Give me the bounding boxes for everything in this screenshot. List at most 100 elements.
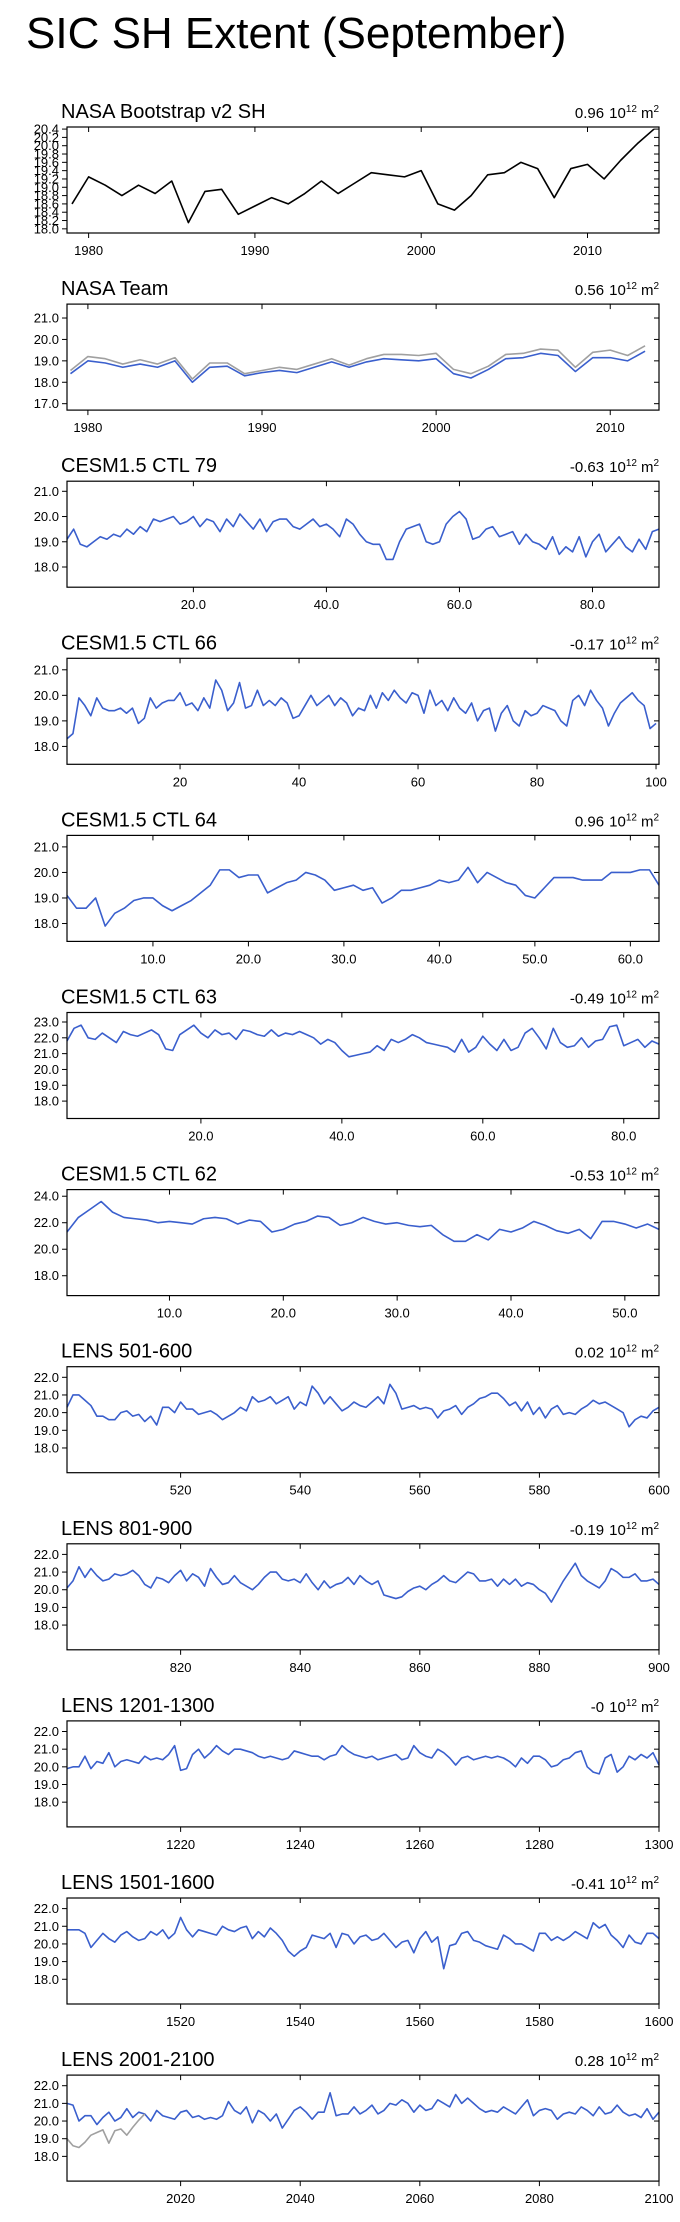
series-line (71, 128, 655, 224)
series-line (66, 510, 660, 561)
x-tick-label: 2040 (286, 2191, 315, 2206)
x-tick-label: 20.0 (271, 1306, 296, 1321)
trend-annotation: 0.28 1012 m2 (575, 2052, 660, 2070)
x-tick-label: 1540 (286, 2014, 315, 2029)
plot-frame (66, 1720, 660, 1828)
x-tick-label: 1990 (248, 420, 277, 435)
trend-annotation: 0.96 1012 m2 (575, 812, 660, 830)
panel: CESM1.5 CTL 66 -0.17 1012 m2 18.0 19.0 20.0 21.… (34, 632, 667, 789)
series-line (66, 2091, 660, 2129)
y-tick-label: 19.0 (34, 1954, 59, 1969)
y-tick-label: 22.0 (34, 1547, 59, 1562)
unit-exponent: 2 (653, 1698, 659, 1709)
plot-frame (66, 834, 660, 943)
panel-title: LENS 1501-1600 (61, 1872, 214, 1894)
series-line (66, 1744, 660, 1775)
unit-base: 10 (609, 1876, 626, 1893)
x-tick-label: 60 (411, 774, 425, 789)
x-tick-label: 2010 (596, 420, 625, 435)
unit: m (641, 813, 654, 830)
series-line (67, 1916, 660, 1970)
panel-title: CESM1.5 CTL 79 (61, 455, 217, 477)
panel-title: LENS 2001-2100 (61, 2049, 214, 2071)
series-line (66, 679, 657, 740)
y-tick-label: 20.0 (34, 509, 59, 524)
y-tick-label: 19.2 (34, 171, 59, 186)
plot-frame (66, 657, 660, 765)
y-tick-label: 20.0 (34, 1582, 59, 1597)
trend-annotation: 0.96 1012 m2 (575, 104, 660, 122)
x-tick-label: 20.0 (188, 1129, 213, 1144)
trend-value: 0.96 (575, 813, 604, 830)
trend-annotation: -0.19 1012 m2 (570, 1521, 660, 1539)
y-tick-label: 19.0 (34, 890, 59, 905)
trend-value: 0.96 (575, 105, 604, 122)
unit-exponent: 2 (653, 104, 659, 115)
y-tick-label: 20.0 (34, 865, 59, 880)
panel-title: CESM1.5 CTL 66 (61, 632, 217, 654)
x-tick-label: 60.0 (447, 597, 472, 612)
y-tick-label: 21.0 (34, 311, 59, 326)
unit: m (641, 2053, 654, 2070)
x-tick-label: 10.0 (140, 951, 165, 966)
y-tick-label: 19.0 (34, 1423, 59, 1438)
plot-frame (66, 1366, 660, 1474)
unit-base: 10 (609, 282, 626, 299)
x-tick-label: 40.0 (329, 1129, 354, 1144)
panel: CESM1.5 CTL 79 -0.63 1012 m2 18.0 19.0 20.0 21.… (34, 455, 660, 612)
panel-title: CESM1.5 CTL 64 (61, 809, 217, 831)
y-tick-label: 18.0 (34, 739, 59, 754)
unit-exponent: 12 (626, 1875, 638, 1886)
y-tick-label: 21.0 (34, 484, 59, 499)
unit-base: 10 (609, 459, 626, 476)
unit-exponent: 12 (626, 1521, 638, 1532)
unit: m (641, 1522, 654, 1539)
x-tick-label: 20.0 (236, 951, 261, 966)
trend-value: -0.49 (570, 991, 604, 1008)
trend-annotation: -0.41 1012 m2 (571, 1875, 659, 1893)
y-tick-label: 18.4 (34, 205, 59, 220)
unit: m (641, 1345, 654, 1362)
unit: m (641, 105, 654, 122)
y-tick-label: 23.0 (34, 1014, 59, 1029)
unit-exponent: 12 (626, 1344, 638, 1355)
series-line (70, 350, 646, 384)
y-tick-label: 20.0 (34, 332, 59, 347)
y-tick-label: 20.4 (34, 122, 59, 137)
x-tick-label: 1520 (166, 2014, 195, 2029)
panel: NASA Team 0.56 1012 m2 17.0 18.0 19.0 20.0 21.0 1… (34, 278, 660, 435)
y-tick-label: 18.0 (34, 916, 59, 931)
y-tick-label: 20.0 (34, 138, 59, 153)
trend-annotation: 0.02 1012 m2 (575, 1344, 660, 1362)
trend-value: -0 (591, 1699, 604, 1716)
y-tick-label: 19.0 (34, 1600, 59, 1615)
trend-value: -0.17 (570, 636, 604, 653)
panel-title: CESM1.5 CTL 62 (61, 1164, 217, 1186)
x-tick-label: 560 (409, 1483, 431, 1498)
y-tick-label: 19.4 (34, 163, 59, 178)
unit-exponent: 2 (653, 990, 659, 1001)
unit-exponent: 12 (626, 458, 638, 469)
series-line (66, 1200, 660, 1243)
x-tick-label: 50.0 (612, 1306, 637, 1321)
plot-frame (66, 126, 660, 234)
panel-title: LENS 801-900 (61, 1518, 192, 1540)
unit: m (641, 459, 654, 476)
x-tick-label: 2010 (573, 243, 602, 258)
x-tick-label: 1990 (240, 243, 269, 258)
y-tick-label: 20.0 (34, 1242, 59, 1257)
panel: LENS 501-600 0.02 1012 m2 18.0 19.0 20.0 21.0 22… (34, 1341, 670, 1498)
series-line (66, 1562, 660, 1603)
trend-value: -0.41 (571, 1876, 605, 1893)
unit: m (641, 991, 654, 1008)
x-tick-label: 80.0 (611, 1129, 636, 1144)
panel: NASA Bootstrap v2 SH 0.96 1012 m218.018.218… (34, 101, 660, 258)
y-tick-label: 21.0 (34, 1387, 59, 1402)
x-tick-label: 1560 (405, 2014, 434, 2029)
x-tick-label: 860 (409, 1660, 431, 1675)
unit-exponent: 12 (626, 990, 638, 1001)
trend-value: 0.56 (575, 282, 604, 299)
x-tick-label: 40.0 (314, 597, 339, 612)
x-tick-label: 40 (292, 774, 306, 789)
